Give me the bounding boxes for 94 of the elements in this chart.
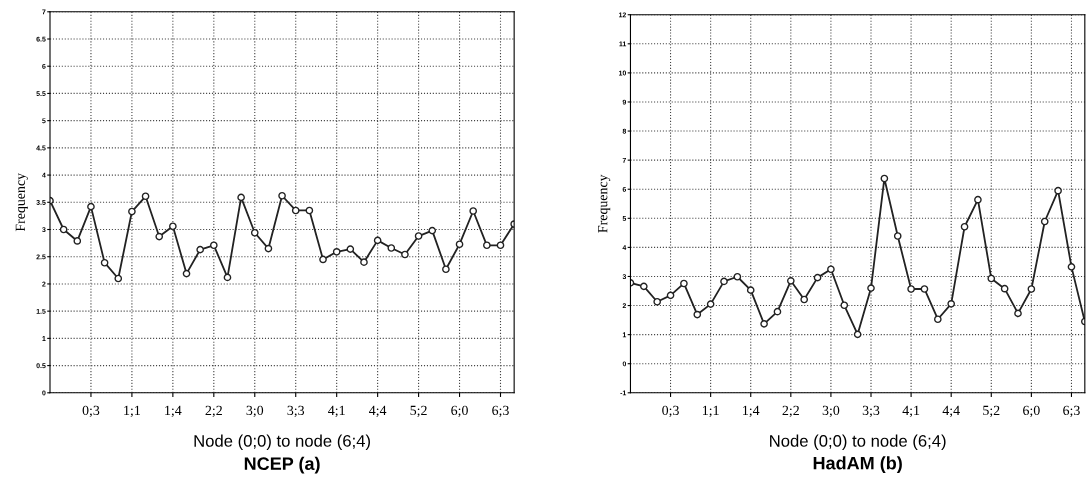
x-tick-label: 3;3 xyxy=(862,405,880,418)
point xyxy=(373,236,382,245)
point xyxy=(428,226,437,235)
x-tick-label: 4;4 xyxy=(369,405,387,418)
point xyxy=(128,207,136,216)
point xyxy=(360,258,368,266)
point xyxy=(746,286,755,294)
point xyxy=(237,193,245,202)
point xyxy=(196,245,204,254)
point xyxy=(720,277,728,286)
point xyxy=(141,192,150,201)
point xyxy=(974,195,982,204)
point xyxy=(1054,186,1062,195)
point xyxy=(800,295,809,304)
point xyxy=(813,273,822,282)
point xyxy=(880,174,889,183)
point xyxy=(960,222,969,231)
point xyxy=(319,255,327,264)
point xyxy=(1014,309,1022,318)
point xyxy=(496,241,505,250)
point xyxy=(264,244,273,253)
x-tick-label: 6;3 xyxy=(492,405,509,418)
point xyxy=(209,241,218,250)
point xyxy=(907,285,915,293)
point xyxy=(59,225,68,234)
text: HadAM (b) xyxy=(813,456,902,474)
point xyxy=(73,237,82,245)
point xyxy=(947,299,956,308)
point xyxy=(455,240,464,249)
point xyxy=(1067,263,1076,271)
point xyxy=(893,232,902,240)
point xyxy=(182,269,191,278)
point xyxy=(853,330,862,339)
point xyxy=(387,244,396,252)
point xyxy=(442,265,450,274)
point xyxy=(483,241,491,250)
point xyxy=(787,277,795,285)
x-tick-label: 3;0 xyxy=(822,405,840,418)
x-tick-label: 1;1 xyxy=(702,405,719,418)
point xyxy=(666,291,675,300)
text: NCEP (a) xyxy=(244,456,320,474)
x-axis-title: Node (0;0) to node (6;4) xyxy=(194,434,370,451)
point xyxy=(987,274,996,283)
x-tick-label: 5;2 xyxy=(410,405,427,418)
point xyxy=(867,284,875,292)
x-axis-title: Node (0;0) to node (6;4) xyxy=(770,434,946,451)
point xyxy=(827,265,835,274)
x-tick-label: 4;1 xyxy=(902,405,920,418)
point xyxy=(706,300,715,308)
point xyxy=(653,297,662,306)
point xyxy=(169,222,177,231)
point xyxy=(1027,285,1036,293)
point xyxy=(291,206,300,215)
point xyxy=(773,307,782,316)
x-tick-label: 6;0 xyxy=(451,405,468,418)
x-tick-label: 0;3 xyxy=(662,405,679,418)
point xyxy=(223,273,232,282)
point xyxy=(920,285,929,293)
point xyxy=(278,191,286,200)
point xyxy=(155,232,164,241)
point xyxy=(414,232,423,240)
point xyxy=(346,245,355,253)
x-tick-label: 1;1 xyxy=(124,405,140,418)
x-tick-label: 0;3 xyxy=(82,405,100,418)
point xyxy=(840,301,849,310)
point xyxy=(693,310,702,319)
x-tick-label: 4;4 xyxy=(942,405,960,418)
point xyxy=(1040,217,1049,226)
y-axis-title: Frequency xyxy=(15,173,28,232)
point xyxy=(332,248,341,256)
x-tick-label: 5;2 xyxy=(983,405,1000,418)
x-tick-label: 2;2 xyxy=(782,405,799,418)
y-axis-title: Frequency xyxy=(598,174,611,233)
point xyxy=(100,258,109,267)
x-tick-label: 1;4 xyxy=(743,405,760,418)
point xyxy=(469,207,478,215)
point xyxy=(305,206,314,215)
x-tick-label: 6;0 xyxy=(1023,405,1040,418)
x-tick-label: 3;0 xyxy=(246,405,264,418)
x-tick-label: 1;4 xyxy=(165,405,182,418)
point xyxy=(114,274,123,283)
point xyxy=(640,282,648,291)
point xyxy=(733,272,742,281)
point xyxy=(934,315,942,324)
x-tick-label: 3;3 xyxy=(287,405,305,418)
point xyxy=(680,279,688,288)
point xyxy=(250,228,259,237)
point xyxy=(760,320,768,328)
point xyxy=(87,202,95,211)
x-tick-label: 2;2 xyxy=(205,405,222,418)
point xyxy=(1000,284,1009,293)
point xyxy=(401,250,409,259)
x-tick-label: 6;3 xyxy=(1063,405,1080,418)
x-tick-label: 4;1 xyxy=(328,405,345,418)
